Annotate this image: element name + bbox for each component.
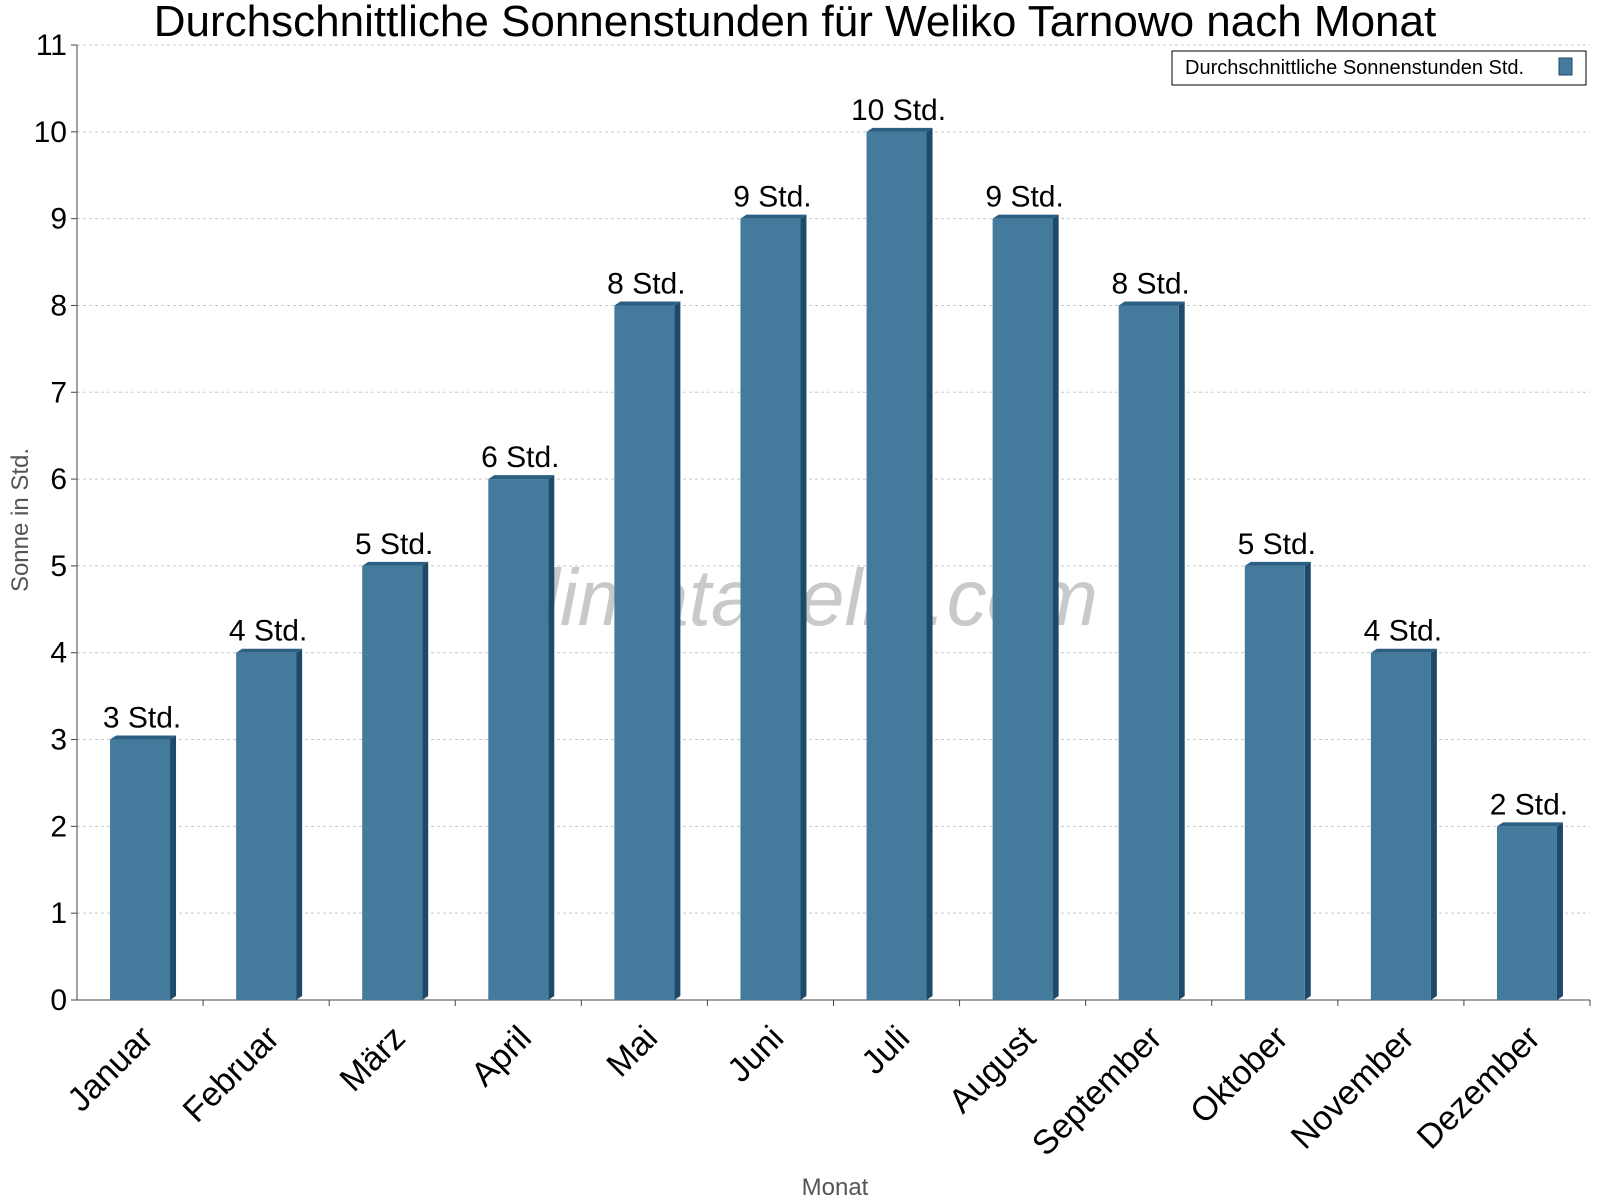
bar — [1370, 648, 1437, 1000]
bar-side — [1304, 561, 1311, 1000]
y-axis-label: Sonne in Std. — [7, 448, 34, 592]
data-label: 9 Std. — [733, 181, 811, 214]
y-tick-label: 4 — [50, 637, 67, 670]
bar-side — [1178, 301, 1185, 1000]
gridlines — [77, 44, 1590, 914]
data-label: 10 Std. — [851, 94, 946, 127]
bar — [488, 475, 555, 1000]
x-tick-label: Dezember — [1410, 1019, 1548, 1157]
y-tick-label: 6 — [50, 463, 67, 496]
y-tick-label: 9 — [50, 203, 67, 236]
x-tick-label: September — [1025, 1019, 1169, 1163]
bar — [992, 214, 1059, 1001]
bar — [362, 561, 429, 1000]
bar-top — [866, 127, 933, 132]
legend: Durchschnittliche Sonnenstunden Std. — [1171, 50, 1587, 86]
bar-top — [740, 214, 807, 219]
data-label: 6 Std. — [481, 441, 559, 474]
legend-label: Durchschnittliche Sonnenstunden Std. — [1185, 57, 1524, 79]
legend-box — [1171, 50, 1587, 86]
bar-side — [1052, 214, 1059, 1001]
data-label: 5 Std. — [1238, 528, 1316, 561]
bar-side — [548, 475, 555, 1000]
x-tick-label: November — [1284, 1019, 1422, 1157]
bar — [1496, 822, 1563, 1000]
bar-side — [1430, 648, 1437, 1000]
bar — [1244, 561, 1311, 1000]
bar-side — [674, 301, 681, 1000]
data-labels: 3 Std. 4 Std. 5 Std. 6 Std. 8 Std. 9 Std. 10 S… — [103, 94, 1568, 822]
y-tick-label: 2 — [50, 810, 67, 843]
bar — [1118, 301, 1185, 1000]
y-tick-label: 11 — [36, 29, 67, 62]
x-tick-label: Januar — [60, 1019, 160, 1119]
x-tick-label: März — [333, 1019, 413, 1099]
bar-front — [236, 652, 297, 1000]
bar-front — [1370, 652, 1431, 1000]
bar-front — [866, 131, 927, 1000]
bar-top — [614, 301, 681, 306]
y-tick-label: 1 — [50, 897, 67, 930]
bar-side — [926, 127, 933, 1001]
data-label: 2 Std. — [1490, 788, 1568, 821]
bar-top — [110, 735, 177, 740]
bar — [110, 735, 177, 1000]
bar — [614, 301, 681, 1000]
bar-front — [614, 305, 675, 1000]
x-tick-label: Mai — [599, 1019, 665, 1085]
data-label: 9 Std. — [985, 181, 1063, 214]
x-tick-label: Juni — [720, 1019, 791, 1090]
bar-top — [992, 214, 1059, 219]
bar-front — [488, 479, 549, 1000]
bar-side — [296, 648, 303, 1000]
axes — [71, 45, 1590, 1001]
bar-top — [1118, 301, 1185, 306]
bar-front — [362, 565, 423, 1000]
bar-side — [422, 561, 429, 1000]
bar-side — [1556, 822, 1563, 1000]
bar — [866, 127, 933, 1001]
bar-front — [110, 739, 171, 1000]
y-tick-label: 7 — [50, 376, 67, 409]
bar — [236, 648, 303, 1000]
y-tick-label: 5 — [50, 550, 67, 583]
x-tick-label: Oktober — [1183, 1019, 1295, 1131]
x-tick-label: Juli — [854, 1019, 917, 1082]
x-axis-label: Monat — [802, 1174, 869, 1200]
bar-top — [1370, 648, 1437, 653]
data-label: 8 Std. — [607, 267, 685, 300]
bar-top — [362, 561, 429, 566]
bar-front — [740, 218, 801, 1001]
bar-top — [1496, 822, 1563, 827]
bar-top — [488, 475, 555, 480]
data-label: 3 Std. — [103, 702, 181, 735]
data-label: 5 Std. — [355, 528, 433, 561]
x-tick-label: April — [464, 1019, 539, 1094]
bar-front — [1496, 826, 1557, 1000]
bar — [740, 214, 807, 1001]
data-label: 8 Std. — [1112, 267, 1190, 300]
y-axis-ticks: 0 1 2 3 4 5 6 7 8 9 10 11 — [34, 29, 77, 1017]
bar-front — [1118, 305, 1179, 1000]
y-tick-label: 8 — [50, 289, 67, 322]
bar-side — [800, 214, 807, 1001]
y-tick-label: 3 — [50, 724, 67, 757]
bar-front — [992, 218, 1053, 1001]
data-label: 4 Std. — [229, 615, 307, 648]
bars — [110, 127, 1563, 1001]
y-tick-label: 0 — [50, 984, 67, 1017]
x-tick-label: Februar — [176, 1019, 287, 1130]
chart-title: Durchschnittliche Sonnenstunden für Weli… — [154, 0, 1436, 46]
legend-swatch — [1558, 57, 1573, 76]
x-tick-label: August — [942, 1018, 1044, 1120]
bar-top — [1244, 561, 1311, 566]
y-tick-label: 10 — [34, 116, 67, 149]
bar-top — [236, 648, 303, 653]
bar-front — [1244, 565, 1305, 1000]
x-axis-ticks: Januar Februar März April Mai Juni Juli AugustS… — [60, 1000, 1591, 1163]
bar-side — [170, 735, 177, 1000]
data-label: 4 Std. — [1364, 615, 1442, 648]
